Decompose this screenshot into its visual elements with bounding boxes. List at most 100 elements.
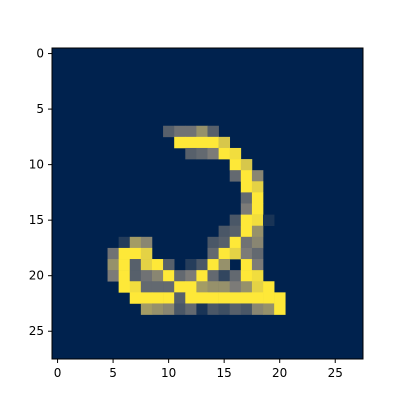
heatmap-cell (240, 203, 253, 215)
heatmap-cell (240, 236, 253, 249)
heatmap-cell (218, 259, 231, 271)
heatmap-cell (240, 303, 253, 315)
heatmap-cell (240, 192, 253, 204)
heatmap-cell (263, 292, 275, 304)
x-axis-ticks: 0 5 10 15 20 25 (54, 359, 343, 380)
heatmap-cell (196, 125, 208, 138)
heatmap-cell (196, 136, 208, 149)
heatmap-cell (163, 281, 175, 293)
heatmap-cell (274, 292, 286, 304)
heatmap-cell (107, 270, 119, 282)
heatmap-cell (251, 303, 264, 315)
heatmap-cell (151, 270, 164, 282)
heatmap-cell (129, 236, 142, 249)
heatmap-cell (174, 136, 186, 149)
heatmap-cell (229, 236, 242, 249)
heatmap-cell (163, 303, 175, 315)
x-tick-label: 15 (217, 366, 232, 380)
heatmap-cell (174, 125, 186, 138)
heatmap-cell (218, 136, 231, 149)
heatmap-cell (251, 281, 264, 293)
heatmap-cell (196, 292, 208, 304)
heatmap-cell (229, 170, 242, 182)
heatmap-cell (218, 147, 231, 160)
heatmap-cell (174, 303, 186, 315)
heatmap-cell (129, 281, 142, 293)
heatmap-cell (118, 270, 131, 282)
heatmap-cell (229, 159, 242, 171)
heatmap-cell (229, 270, 242, 282)
heatmap-cell (207, 236, 219, 249)
heatmap-cell (251, 292, 264, 304)
heatmap-cell (218, 303, 231, 315)
y-axis-ticks: 0 5 10 15 20 25 (29, 47, 52, 338)
heatmap-cell (174, 292, 186, 304)
heatmap-cell (218, 247, 231, 260)
heatmap-cell (229, 147, 242, 160)
heatmap-cell (163, 270, 175, 282)
heatmap-cell (251, 203, 264, 215)
heatmap-cell (229, 247, 242, 260)
heatmap-cell (207, 259, 219, 271)
heatmap-cell (240, 214, 253, 227)
heatmap-cell (118, 281, 131, 293)
heatmap-cell (240, 159, 253, 171)
heatmap-cell (207, 281, 219, 293)
heatmap-cell (185, 136, 197, 149)
heatmap-cell (229, 303, 242, 315)
heatmap-cell (140, 247, 153, 260)
heatmap-cell (185, 292, 197, 304)
heatmap-cell (207, 292, 219, 304)
heatmap-cell (196, 281, 208, 293)
heatmap-cell (240, 292, 253, 304)
heatmap-cell (163, 259, 175, 271)
heatmap-cell (151, 292, 164, 304)
heatmap-cell (251, 259, 264, 271)
heatmap-cell (207, 147, 219, 160)
x-tick-label: 0 (54, 366, 62, 380)
heatmap-cell (129, 259, 142, 271)
heatmap-cell (251, 225, 264, 238)
heatmap-cell (185, 281, 197, 293)
heatmap-cell (196, 147, 208, 160)
heatmap-cell (151, 281, 164, 293)
heatmap-cell (240, 170, 253, 182)
heatmap-cell (129, 270, 142, 282)
heatmap-cell (263, 214, 275, 227)
heatmap-cell (229, 292, 242, 304)
heatmap-cell (229, 214, 242, 227)
heatmap-cell (240, 281, 253, 293)
heatmap-cell (251, 247, 264, 260)
heatmap-cell (107, 259, 119, 271)
heatmap-cells (52, 48, 363, 359)
y-tick-label: 0 (36, 47, 44, 61)
heatmap-cell (218, 281, 231, 293)
heatmap-cell (218, 292, 231, 304)
heatmap-cell (129, 292, 142, 304)
heatmap-cell (163, 125, 175, 138)
axes-frame (51, 47, 364, 360)
heatmap-cell (174, 270, 186, 282)
heatmap-cell (229, 281, 242, 293)
heatmap-cell (118, 236, 131, 249)
heatmap-cell (118, 259, 131, 271)
heatmap-cell (229, 225, 242, 238)
heatmap-cell (196, 303, 208, 315)
heatmap-cell (251, 170, 264, 182)
heatmap-cell (207, 303, 219, 315)
heatmap-cell (140, 236, 153, 249)
heatmap-cell (263, 303, 275, 315)
y-tick-label: 20 (29, 269, 44, 283)
heatmap-cell (240, 259, 253, 271)
heatmap-cell (129, 247, 142, 260)
x-tick-label: 20 (272, 366, 287, 380)
heatmap-cell (240, 247, 253, 260)
heatmap-cell (240, 225, 253, 238)
heatmap-cell (140, 292, 153, 304)
heatmap-cell (263, 281, 275, 293)
heatmap-cell (185, 147, 197, 160)
heatmap-cell (207, 270, 219, 282)
y-tick-label: 15 (29, 213, 44, 227)
y-tick-label: 25 (29, 324, 44, 338)
